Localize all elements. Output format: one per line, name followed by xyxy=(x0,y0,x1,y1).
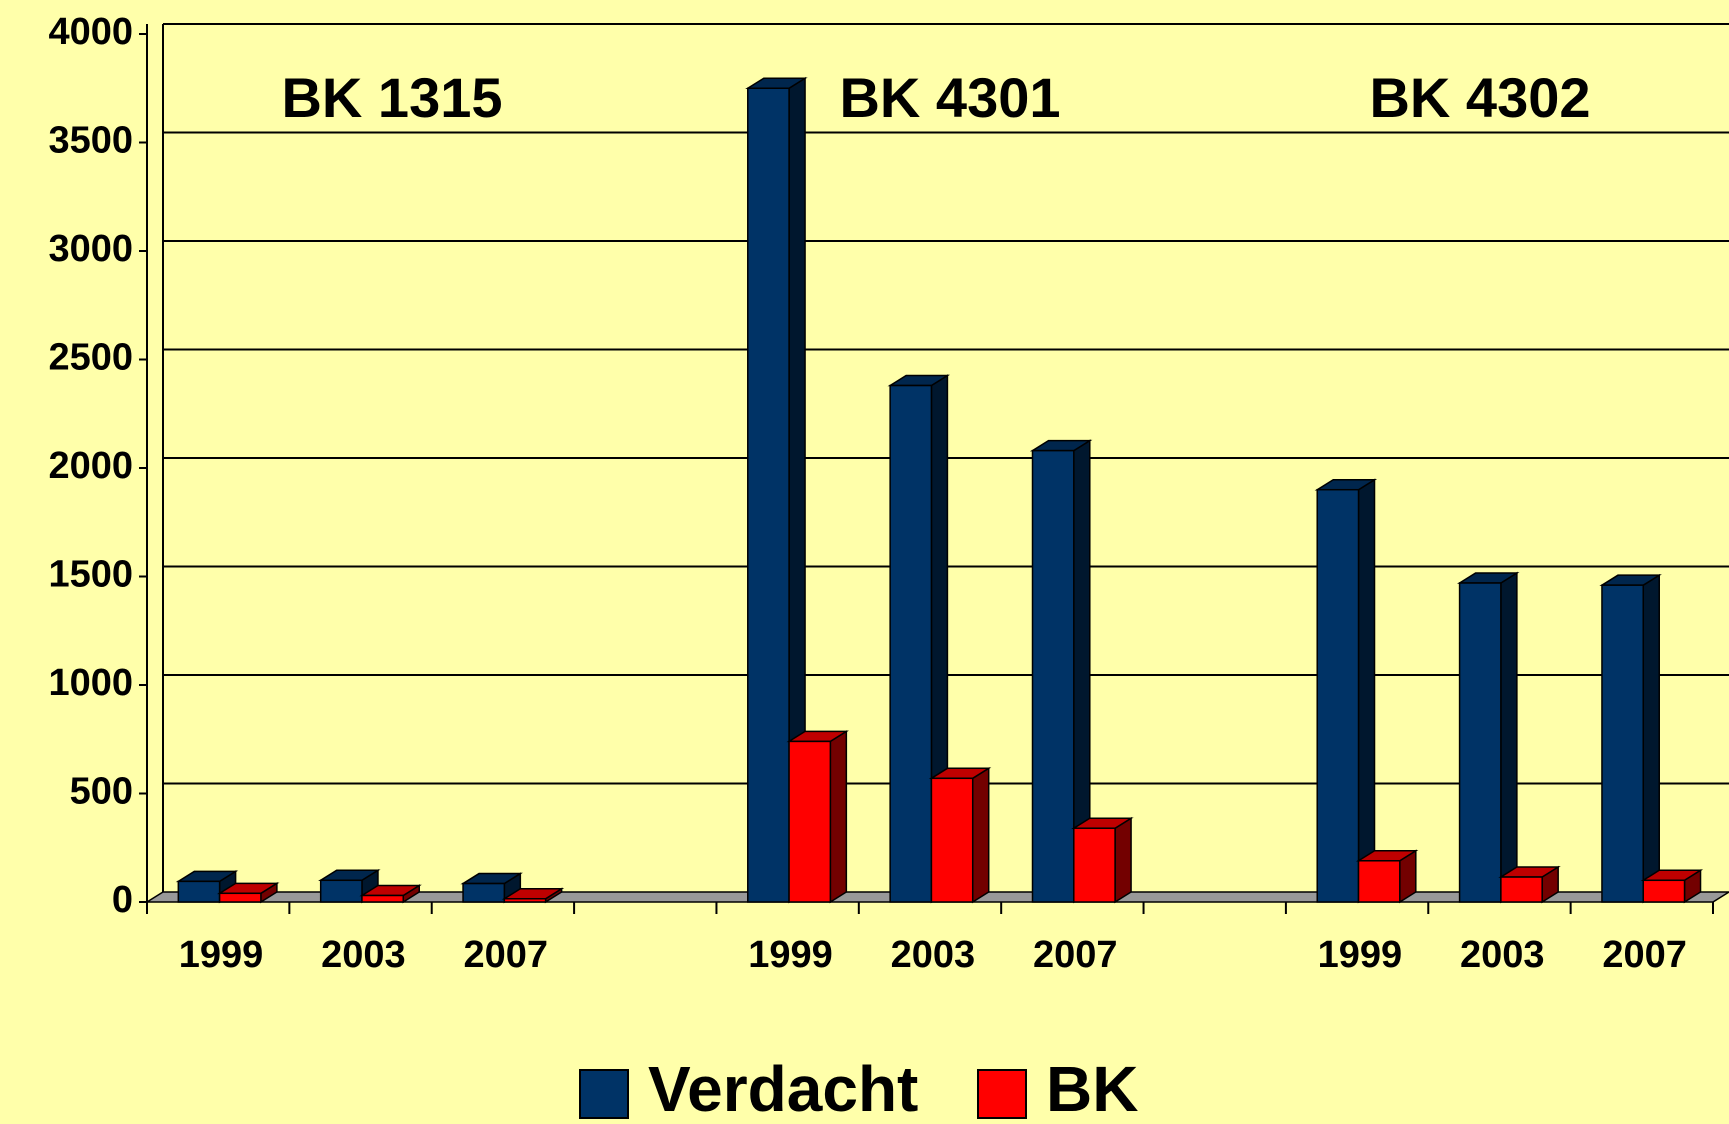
y-tick-label: 3500 xyxy=(48,120,133,162)
legend-swatch xyxy=(977,1069,1027,1119)
x-tick-label: 1999 xyxy=(1318,934,1403,976)
x-tick-label: 2007 xyxy=(1602,934,1687,976)
bar xyxy=(1599,573,1662,904)
bar xyxy=(786,730,849,904)
bar xyxy=(501,887,565,904)
bar xyxy=(1456,571,1520,904)
group-label: BK 4302 xyxy=(1369,66,1590,129)
x-tick-label: 2003 xyxy=(891,934,976,976)
y-tick-label: 1500 xyxy=(48,554,133,596)
bar xyxy=(460,872,523,904)
bar xyxy=(359,884,422,904)
y-tick-label: 2500 xyxy=(48,337,133,379)
y-tick-label: 1000 xyxy=(48,662,133,704)
x-tick-label: 2003 xyxy=(1460,934,1545,976)
bar xyxy=(1640,868,1704,904)
x-tick-label: 2007 xyxy=(1033,934,1118,976)
legend-label: BK xyxy=(1046,1053,1138,1124)
bar xyxy=(216,881,280,904)
bar xyxy=(745,76,808,904)
bar xyxy=(1355,849,1419,904)
x-tick-label: 1999 xyxy=(748,934,833,976)
y-tick-label: 4000 xyxy=(48,11,133,53)
bar xyxy=(1498,865,1561,904)
bar xyxy=(1029,439,1093,904)
legend-label: Verdacht xyxy=(648,1053,918,1124)
bar xyxy=(928,766,992,904)
x-tick-label: 1999 xyxy=(179,934,264,976)
bar xyxy=(1314,478,1378,904)
y-tick-label: 500 xyxy=(70,771,133,813)
group-label: BK 4301 xyxy=(839,66,1060,129)
bar xyxy=(1071,816,1134,904)
y-tick-label: 0 xyxy=(112,879,133,921)
group-label: BK 1315 xyxy=(281,66,502,129)
x-tick-label: 2007 xyxy=(463,934,548,976)
y-tick-label: 3000 xyxy=(48,228,133,270)
x-tick-label: 2003 xyxy=(321,934,406,976)
y-tick-label: 2000 xyxy=(48,445,133,487)
legend-swatch xyxy=(579,1069,629,1119)
